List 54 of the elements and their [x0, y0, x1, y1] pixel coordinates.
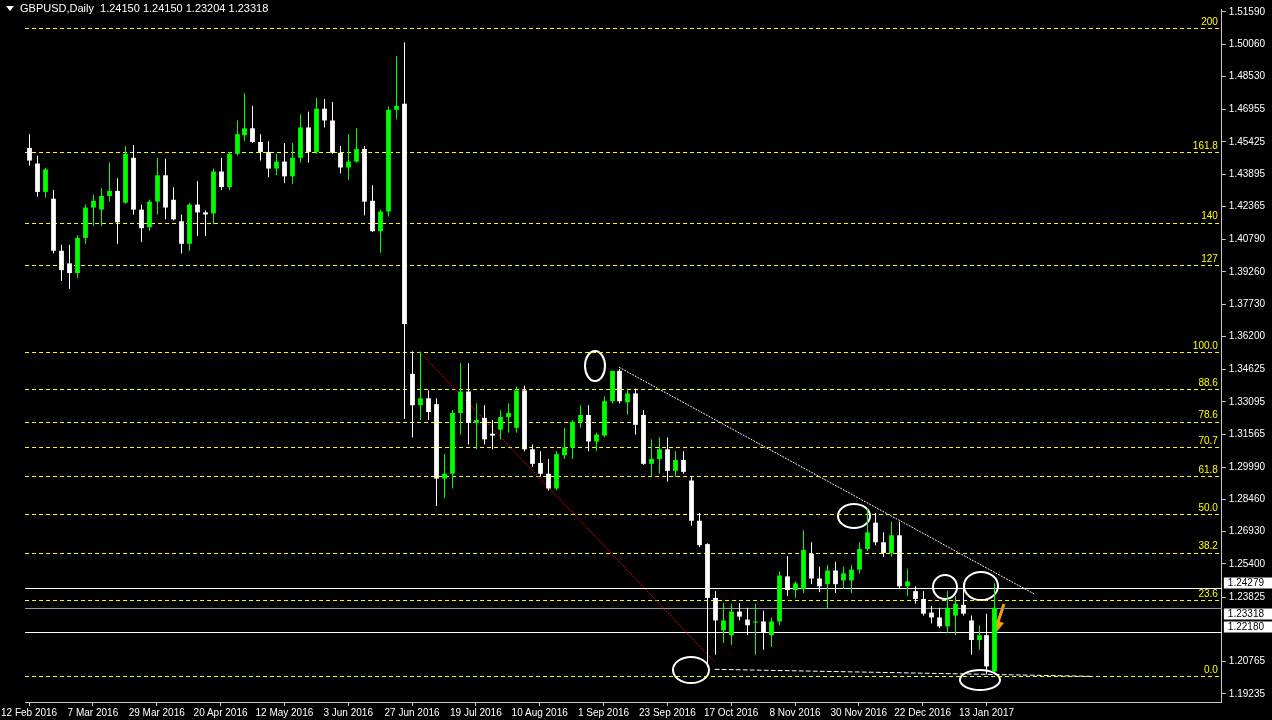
chart-title: GBPUSD,Daily 1.24150 1.24150 1.23204 1.23318	[20, 2, 269, 14]
x-tick-label: 12 May 2016	[255, 706, 314, 718]
x-tick-label: 20 Apr 2016	[193, 706, 248, 718]
annotation: 61.8	[1198, 463, 1219, 475]
y-tick-label: 1.20765	[1228, 655, 1266, 667]
x-tick-label: 30 Nov 2016	[830, 706, 888, 718]
y-tick-label: 1.36200	[1228, 330, 1266, 342]
y-tick-label: 1.46955	[1228, 103, 1266, 115]
y-tick-label: 1.39260	[1228, 265, 1266, 277]
x-tick-label: 19 Jul 2016	[450, 706, 503, 718]
x-tick-label: 27 Jun 2016	[384, 706, 440, 718]
x-tick-label: 13 Jan 2017	[958, 706, 1015, 718]
y-tick-label: 1.42365	[1228, 200, 1266, 212]
ref-line-label: 1.23318	[1227, 607, 1265, 619]
x-tick-label: 23 Sep 2016	[638, 706, 697, 718]
y-tick-label: 1.37730	[1228, 297, 1266, 309]
annotation: 23.6	[1198, 587, 1219, 599]
x-tick-label: 12 Feb 2016	[0, 706, 58, 718]
annotation: 88.6	[1198, 376, 1219, 388]
annotation: 161.8	[1192, 139, 1219, 151]
y-tick-label: 1.51590	[1228, 5, 1266, 17]
y-tick-label: 1.31565	[1228, 427, 1266, 439]
annotation: 127	[1201, 252, 1219, 264]
y-tick-label: 1.29990	[1228, 460, 1266, 472]
annotation: 140	[1201, 210, 1219, 222]
y-tick-label: 1.50060	[1228, 37, 1266, 49]
x-tick-label: 7 Mar 2016	[67, 706, 119, 718]
ref-line-label: 1.24279	[1227, 576, 1265, 588]
y-tick-label: 1.48530	[1228, 70, 1266, 82]
annotation: 38.2	[1198, 540, 1219, 552]
y-tick-label: 1.26930	[1228, 525, 1266, 537]
y-tick-label: 1.45425	[1228, 135, 1266, 147]
x-tick-label: 29 Mar 2016	[128, 706, 186, 718]
y-tick-label: 1.43895	[1228, 167, 1266, 179]
x-tick-label: 1 Sep 2016	[577, 706, 630, 718]
annotation: 50.0	[1198, 501, 1219, 513]
x-tick-label: 3 Jun 2016	[323, 706, 374, 718]
y-tick-label: 1.28460	[1228, 493, 1266, 505]
y-tick-label: 1.34625	[1228, 363, 1266, 375]
annotation: 200	[1201, 16, 1219, 28]
ref-line-label: 1.22180	[1227, 620, 1265, 632]
x-tick-label: 17 Oct 2016	[703, 706, 759, 718]
y-tick-label: 1.19235	[1228, 687, 1266, 699]
annotation: 78.6	[1198, 409, 1219, 421]
x-tick-label: 22 Dec 2016	[894, 706, 952, 718]
y-tick-label: 1.23825	[1228, 590, 1266, 602]
y-tick-label: 1.25400	[1228, 557, 1266, 569]
annotation: 100.0	[1192, 340, 1219, 352]
annotation: 0.0	[1203, 664, 1219, 676]
y-tick-label: 1.40790	[1228, 233, 1266, 245]
x-tick-label: 8 Nov 2016	[769, 706, 822, 718]
x-tick-label: 10 Aug 2016	[511, 706, 569, 718]
annotation: 70.7	[1198, 434, 1219, 446]
y-tick-label: 1.33095	[1228, 395, 1266, 407]
